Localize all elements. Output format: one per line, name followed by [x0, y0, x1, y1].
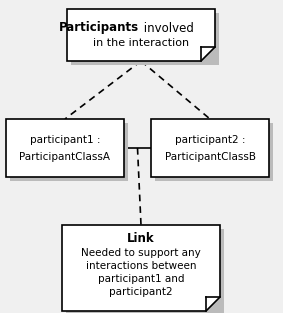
Bar — [10, 123, 128, 181]
Text: participant1 :: participant1 : — [30, 135, 100, 145]
Bar — [151, 119, 269, 177]
Bar — [71, 13, 219, 65]
Text: in the interaction: in the interaction — [93, 38, 189, 48]
Polygon shape — [67, 9, 215, 61]
Text: Participants: Participants — [59, 22, 139, 34]
Text: participant2 :: participant2 : — [175, 135, 245, 145]
Text: participant1 and: participant1 and — [98, 274, 184, 284]
Text: participant2: participant2 — [109, 287, 173, 297]
Text: interactions between: interactions between — [86, 261, 196, 271]
Polygon shape — [62, 225, 220, 311]
Text: involved: involved — [140, 22, 194, 34]
Bar — [155, 123, 273, 181]
Bar — [6, 119, 124, 177]
Text: Link: Link — [127, 233, 155, 245]
Bar — [66, 229, 224, 313]
Text: ParticipantClassA: ParticipantClassA — [20, 152, 110, 162]
Text: ParticipantClassB: ParticipantClassB — [164, 152, 256, 162]
Text: Needed to support any: Needed to support any — [81, 248, 201, 258]
